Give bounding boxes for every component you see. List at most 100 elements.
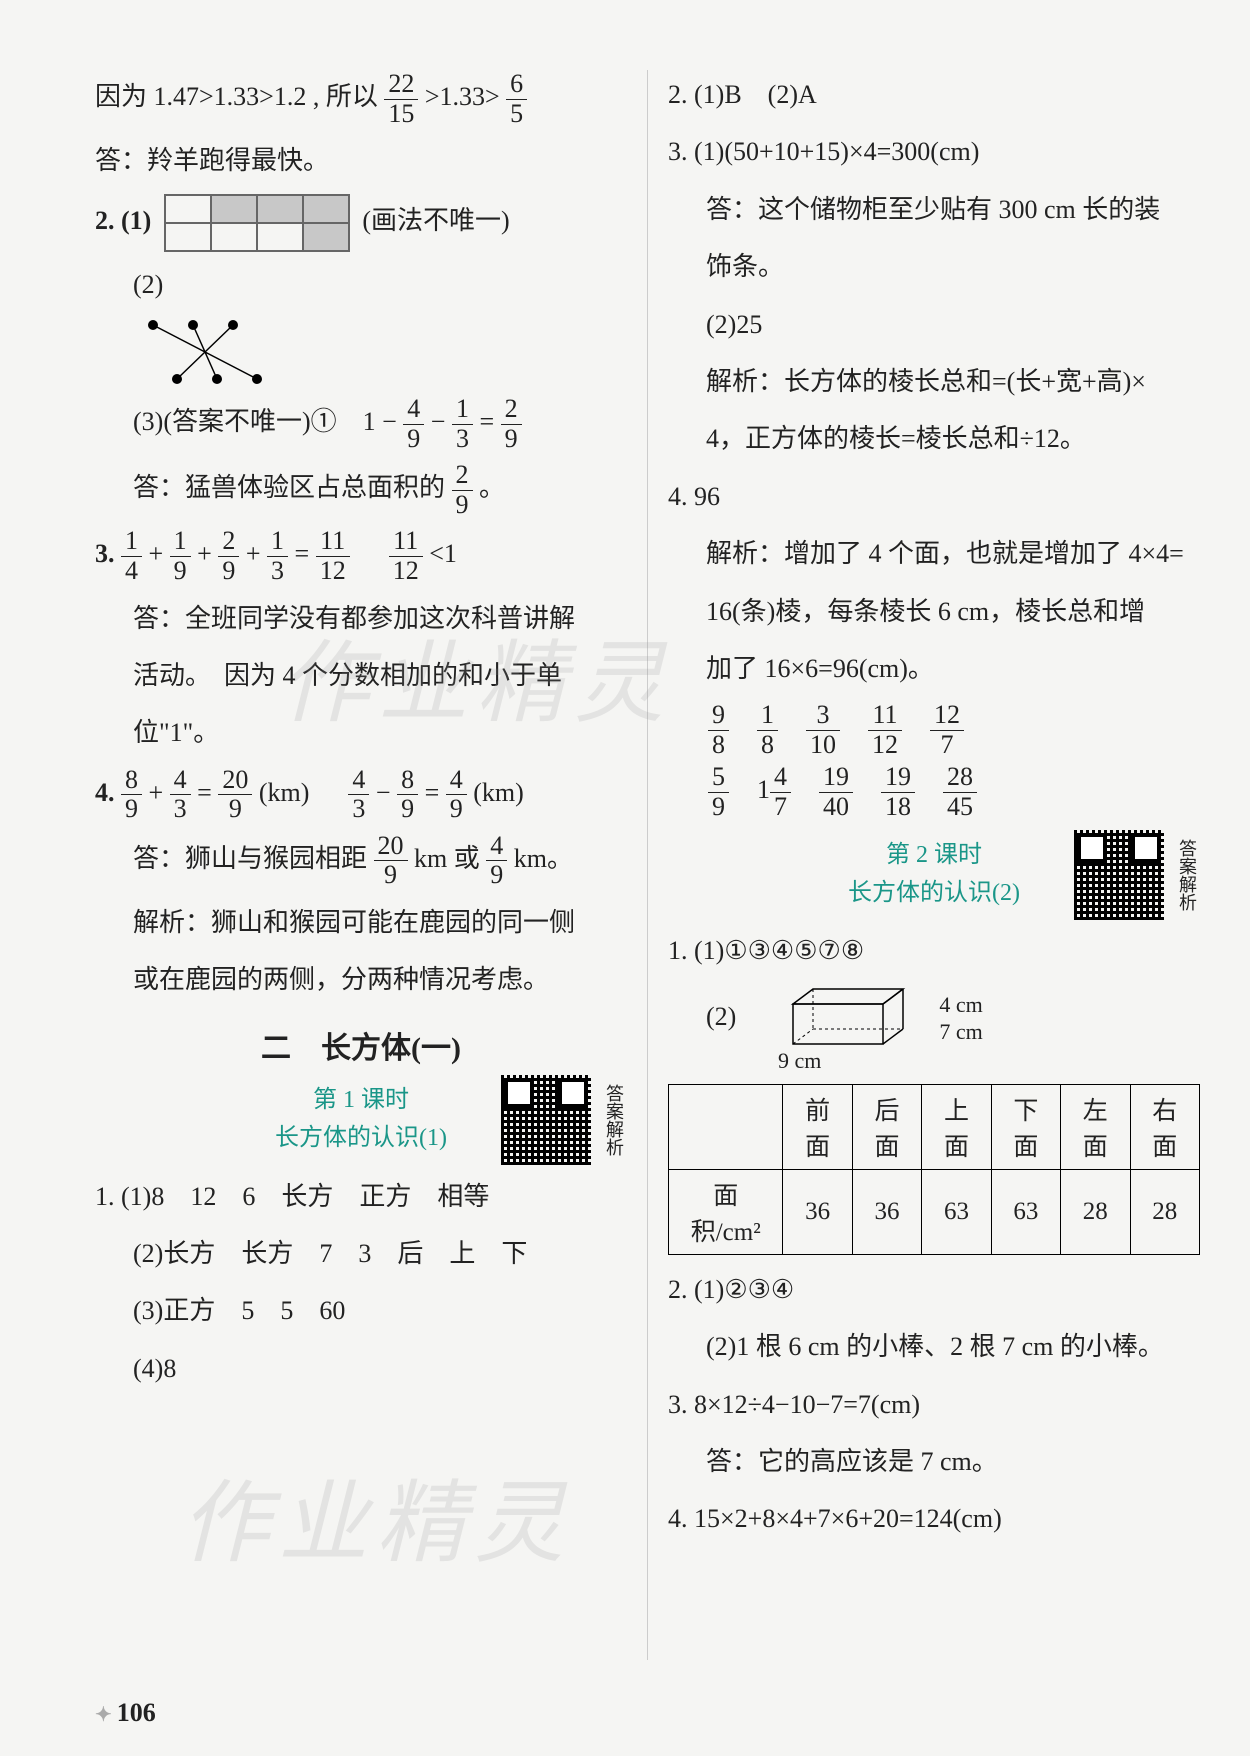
fraction: 14	[121, 527, 142, 585]
text: 答：狮山与猴园相距	[133, 844, 367, 873]
q3: 3. 14 + 19 + 29 + 13 = 1112 1112 <1	[95, 527, 627, 585]
table-cell: 左面	[1061, 1084, 1130, 1169]
table-row: 面积/cm² 36 36 63 63 28 28	[669, 1169, 1200, 1254]
text: 解析：狮山和猴园可能在鹿园的同一侧	[133, 908, 575, 937]
fraction: 29	[501, 395, 522, 453]
cuboid-row: (2) 4 cm 7 cm	[668, 984, 1200, 1054]
q4: 4. 89 + 43 = 209 (km) 43 − 89 = 49 (km)	[95, 766, 627, 824]
lesson-header: 第 1 课时 长方体的认识(1) 答案解析	[95, 1081, 627, 1158]
op: =	[295, 539, 310, 568]
text-line: 2. (1)B (2)A	[668, 70, 1200, 119]
op: +	[246, 539, 261, 568]
op: =	[197, 778, 212, 807]
text-line: (2)25	[668, 300, 1200, 349]
answer-line: 答：羚羊跑得最快。	[95, 136, 627, 185]
text: <1	[429, 539, 457, 568]
fraction: 19	[170, 527, 191, 585]
qr-code-icon	[501, 1075, 591, 1165]
label: (2)	[133, 270, 163, 299]
sp	[356, 539, 382, 568]
unit: (km)	[259, 778, 310, 807]
table-cell	[669, 1084, 783, 1169]
page-number: 106	[95, 1698, 156, 1728]
text-line: 4. 96	[668, 472, 1200, 521]
lesson-header: 第 2 课时 长方体的认识(2) 答案解析	[668, 836, 1200, 913]
table-cell: 上面	[922, 1084, 991, 1169]
fraction: 1112	[316, 527, 350, 585]
dims: 4 cm 7 cm	[939, 992, 982, 1045]
explain-line: 解析：狮山和猴园可能在鹿园的同一侧	[95, 898, 627, 947]
fraction: 65	[506, 70, 527, 128]
text-line: 3. 8×12÷4−10−7=7(cm)	[668, 1380, 1200, 1429]
fraction: 43	[170, 766, 191, 824]
text: (3)(答案不唯一)① 1 −	[133, 407, 397, 436]
right-column: 2. (1)B (2)A 3. (1)(50+10+15)×4=300(cm) …	[648, 70, 1200, 1660]
text-line: 4. 15×2+8×4+7×6+20=124(cm)	[668, 1494, 1200, 1543]
op: +	[197, 539, 212, 568]
note: (画法不唯一)	[362, 206, 509, 235]
text-line: 4，正方体的棱长=棱长总和÷12。	[668, 414, 1200, 463]
fraction: 209	[218, 766, 252, 824]
fraction: 49	[446, 766, 467, 824]
text: 答：猛兽体验区占总面积的	[133, 473, 445, 502]
table-cell: 28	[1061, 1169, 1130, 1254]
text-line: (2)长方 长方 7 3 后 上 下	[95, 1229, 627, 1278]
table-cell: 36	[783, 1169, 852, 1254]
fraction: 13	[267, 527, 288, 585]
text-line: 2. (1)②③④	[668, 1265, 1200, 1314]
text-line: (3)正方 5 5 60	[95, 1286, 627, 1335]
text-line: 解析：增加了 4 个面，也就是增加了 4×4=	[668, 529, 1200, 578]
fraction: 29	[218, 527, 239, 585]
text-line: 加了 16×6=96(cm)。	[668, 644, 1200, 693]
label: (2)	[706, 1002, 736, 1031]
table-cell: 前面	[783, 1084, 852, 1169]
text-line: 3. (1)(50+10+15)×4=300(cm)	[668, 127, 1200, 176]
left-column: 因为 1.47>1.33>1.2 , 所以 2215 >1.33> 65 答：羚…	[95, 70, 648, 1660]
fraction: 1112	[389, 527, 423, 585]
op: −	[431, 407, 446, 436]
text-line: 因为 1.47>1.33>1.2 , 所以 2215 >1.33> 65	[95, 70, 627, 128]
label: 4.	[95, 778, 115, 807]
text: >1.33>	[425, 82, 500, 111]
section-title: 二 长方体(一)	[95, 1023, 627, 1067]
op: +	[149, 778, 164, 807]
text: 。	[479, 473, 505, 502]
text-line: 解析：长方体的棱长总和=(长+宽+高)×	[668, 357, 1200, 406]
qr-label: 答案解析	[1174, 839, 1200, 911]
table-cell: 下面	[991, 1084, 1060, 1169]
answer-line: 答：狮山与猴园相距 209 km 或 49 km。	[95, 832, 627, 890]
text-line: 答：全班同学没有都参加这次科普讲解	[95, 594, 627, 643]
table-cell: 后面	[852, 1084, 921, 1169]
fraction: 2215	[384, 70, 418, 128]
fraction: 43	[348, 766, 369, 824]
cross-diagram	[145, 317, 265, 387]
table-cell: 63	[991, 1169, 1060, 1254]
q2-3: (3)(答案不唯一)① 1 − 49 − 13 = 29	[95, 395, 627, 453]
label: 2. (1)	[95, 206, 151, 235]
fraction-row: 59 147 1940 1918 2845	[708, 763, 1200, 821]
fraction-row: 98 18 310 1112 127	[708, 701, 1200, 759]
op: −	[376, 778, 391, 807]
text: km。	[514, 844, 573, 873]
text-line: (4)8	[95, 1344, 627, 1393]
text-line: 或在鹿园的两侧，分两种情况考虑。	[95, 955, 627, 1004]
op: =	[479, 407, 494, 436]
table-cell: 36	[852, 1169, 921, 1254]
text-line: 答：它的高应该是 7 cm。	[668, 1437, 1200, 1486]
qr-wrap: 答案解析	[491, 1075, 628, 1165]
table-cell: 63	[922, 1169, 991, 1254]
grid-diagram	[164, 194, 350, 252]
unit: (km)	[473, 778, 524, 807]
text-line: (2)1 根 6 cm 的小棒、2 根 7 cm 的小棒。	[668, 1322, 1200, 1371]
fraction: 89	[397, 766, 418, 824]
fraction: 49	[403, 395, 424, 453]
q2-2: (2)	[95, 260, 627, 309]
fraction: 209	[374, 832, 408, 890]
text-line: 答：这个储物柜至少贴有 300 cm 长的装	[668, 185, 1200, 234]
mixed-int: 1	[757, 776, 770, 805]
text: km 或	[414, 844, 480, 873]
table-cell: 面积/cm²	[669, 1169, 783, 1254]
fraction: 29	[452, 461, 473, 519]
fraction: 49	[486, 832, 507, 890]
text-line: 16(条)棱，每条棱长 6 cm，棱长总和增	[668, 587, 1200, 636]
